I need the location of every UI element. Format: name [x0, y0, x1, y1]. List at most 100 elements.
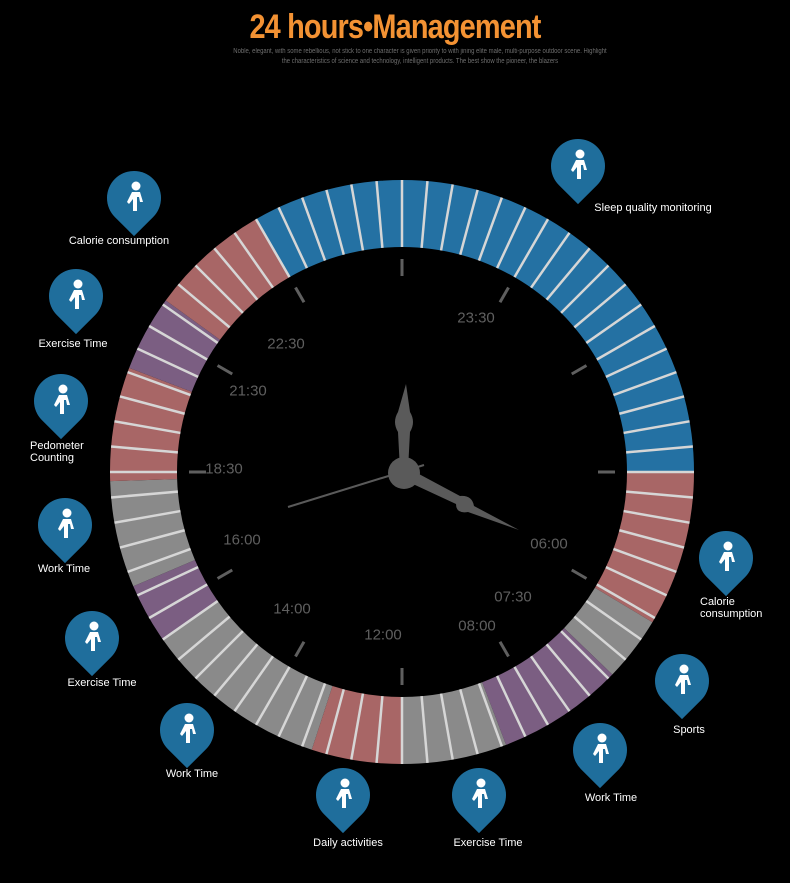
- clock-label: 23:30: [457, 309, 495, 327]
- ring-divider: [194, 630, 244, 680]
- clock-label: 21:30: [229, 382, 267, 400]
- pin-marker: [304, 756, 382, 834]
- page-subtitle: Noble, elegant, with some rebellious, no…: [233, 48, 607, 65]
- pin-marker: [643, 642, 721, 720]
- minute-hand: [400, 466, 519, 530]
- ring-divider: [459, 189, 479, 255]
- ring-divider: [233, 232, 274, 289]
- ring-divider: [300, 683, 327, 747]
- ring-divider: [375, 181, 384, 248]
- ring-divider: [439, 184, 454, 251]
- clock-label: 08:00: [458, 617, 496, 635]
- ring-divider: [148, 583, 208, 620]
- pin-label: Sports: [673, 724, 705, 736]
- page-title: 24 hours•Management: [249, 8, 541, 46]
- pin-marker: [95, 159, 173, 237]
- ring-divider: [573, 615, 627, 661]
- ring-divider: [300, 197, 327, 261]
- hour-hand: [395, 384, 413, 470]
- ring-divider: [254, 218, 291, 278]
- ring-divider: [127, 547, 191, 574]
- ring-segment-active: [165, 218, 290, 340]
- pin-label: Pedometer Counting: [30, 440, 84, 464]
- pin-label: Work Time: [37, 563, 91, 575]
- ring-divider: [350, 693, 365, 760]
- pin-label: Work Time: [584, 792, 638, 804]
- pin-marker: [37, 257, 115, 335]
- clock-label: 18:30: [205, 460, 243, 478]
- ring-divider: [213, 643, 259, 697]
- pin-label: Exercise Time: [453, 837, 523, 849]
- ring-divider: [119, 529, 185, 549]
- ring-divider: [119, 395, 185, 415]
- hour-tick: [498, 640, 510, 658]
- ring-segment-exercise: [133, 560, 218, 640]
- ring-divider: [136, 347, 199, 379]
- ring-divider: [420, 181, 429, 248]
- ring-divider: [375, 696, 384, 763]
- clock-label: 22:30: [267, 335, 305, 353]
- hour-tick: [570, 364, 588, 376]
- ring-divider: [626, 490, 693, 499]
- ring-divider: [545, 643, 591, 697]
- ring-divider: [213, 247, 259, 301]
- clock-hub: [388, 457, 420, 489]
- ring-divider: [177, 615, 231, 661]
- clock-label: 06:00: [530, 535, 568, 553]
- ring-divider: [177, 283, 231, 329]
- ring-segment-work: [402, 682, 507, 764]
- ring-segment-work: [110, 479, 195, 587]
- ring-divider: [585, 600, 642, 641]
- pin-marker: [440, 756, 518, 834]
- activity-ring: [110, 180, 694, 764]
- ring-divider: [513, 666, 550, 726]
- ring-segment-exercise: [129, 300, 220, 392]
- ring-divider: [596, 583, 656, 620]
- clock-label: 14:00: [273, 600, 311, 618]
- ring-divider: [585, 303, 642, 344]
- ring-divider: [626, 445, 693, 454]
- ring-divider: [605, 347, 668, 379]
- ring-divider: [111, 490, 178, 499]
- pin-label: Exercise Time: [38, 338, 108, 350]
- ring-divider: [545, 247, 591, 301]
- pin-marker: [22, 362, 100, 440]
- pin-marker: [148, 691, 226, 769]
- pin-label: Calorie consumption: [68, 235, 170, 247]
- pin-marker: [539, 127, 617, 205]
- ring-divider: [459, 689, 479, 755]
- hour-tick: [216, 364, 234, 376]
- ring-divider: [111, 445, 178, 454]
- ring-divider: [136, 565, 199, 597]
- ring-divider: [530, 655, 571, 712]
- pin-label: Calorie consumption: [700, 596, 763, 620]
- clock-label: 12:00: [364, 626, 402, 644]
- hour-tick: [498, 286, 510, 304]
- clock-label: 07:30: [494, 588, 532, 606]
- ring-divider: [560, 264, 610, 314]
- pin-label: Exercise Time: [67, 677, 137, 689]
- ring-segment-work: [564, 587, 653, 675]
- ring-divider: [530, 232, 571, 289]
- hour-tick: [294, 286, 306, 304]
- pin-label: Daily activities: [313, 837, 383, 849]
- ring-divider: [325, 689, 345, 755]
- clock-label: 16:00: [223, 531, 261, 549]
- ring-divider: [495, 206, 527, 269]
- ring-divider: [233, 655, 274, 712]
- hour-tick: [294, 640, 306, 658]
- ring-divider: [277, 675, 309, 738]
- ring-divider: [495, 675, 527, 738]
- ring-divider: [420, 696, 429, 763]
- ring-divider: [596, 324, 656, 361]
- ring-divider: [513, 218, 550, 278]
- ring-divider: [605, 565, 668, 597]
- clock-hands: [287, 384, 519, 530]
- pin-label: Work Time: [165, 768, 219, 780]
- pin-marker: [561, 711, 639, 789]
- ring-divider: [619, 395, 685, 415]
- ring-divider: [277, 206, 309, 269]
- ring-divider: [350, 184, 365, 251]
- ring-divider: [127, 370, 191, 397]
